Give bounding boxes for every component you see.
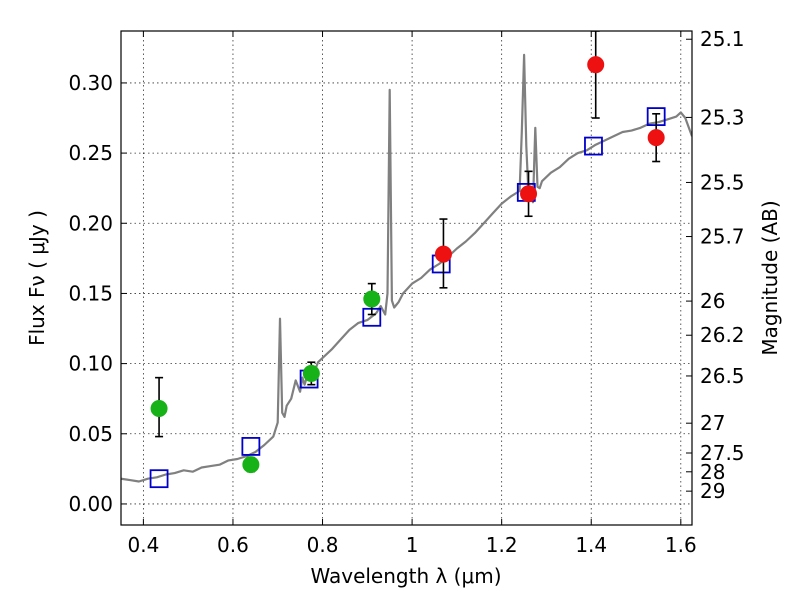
mag-tick-label: 25.5 [700, 170, 745, 194]
nir-observed-point [434, 245, 452, 263]
mag-tick-label: 26.2 [700, 323, 745, 347]
x-tick-label: 1.2 [486, 533, 518, 557]
y-tick-label: 0.15 [68, 281, 113, 305]
mag-tick-label: 26 [700, 289, 725, 313]
x-tick-label: 1.4 [575, 533, 607, 557]
y-tick-label: 0.30 [68, 71, 113, 95]
x-tick-label: 0.4 [127, 533, 159, 557]
mag-tick-label: 28 [700, 460, 725, 484]
x-tick-label: 0.8 [307, 533, 339, 557]
nir-observed-point [520, 185, 538, 203]
y-tick-label: 0.20 [68, 211, 113, 235]
mag-tick-label: 25.7 [700, 225, 745, 249]
plot-background [121, 31, 692, 525]
plot-body [121, 31, 692, 489]
nir-observed-point [647, 129, 665, 147]
model-photometry-point [149, 469, 169, 489]
x-tick-label: 1 [406, 533, 419, 557]
mag-tick-label: 29 [700, 479, 725, 503]
y-tick-label: 0.10 [68, 352, 113, 376]
model-photometry-point [584, 136, 603, 156]
optical-observed-point [363, 290, 381, 308]
mag-tick-label: 26.5 [700, 364, 745, 388]
mag-tick-label: 27 [700, 411, 725, 435]
mag-tick-label: 25.1 [700, 27, 745, 51]
optical-observed-point [242, 456, 260, 474]
optical-observed-point [150, 400, 168, 418]
nir-observed-point [587, 56, 605, 74]
x-axis-label: Wavelength λ (μm) [310, 564, 501, 588]
optical-observed-point [302, 364, 320, 382]
x-tick-label: 1.6 [665, 533, 697, 557]
y-tick-label: 0.00 [68, 492, 113, 516]
model-photometry-point [241, 437, 261, 456]
y-tick-label: 0.25 [68, 141, 113, 165]
axis-layer: 0.4 0.6 0.8 1 1.2 1.4 1.6 0.00 0.05 0.10 0.15 0.20 0… [68, 27, 744, 557]
mag-tick-label: 27.5 [700, 441, 745, 465]
mag-tick-label: 25.3 [700, 105, 745, 129]
y-axis-label: Flux Fν ( μJy ) [25, 210, 49, 346]
x-tick-label: 0.6 [217, 533, 249, 557]
y2-axis-label: Magnitude (AB) [758, 200, 782, 355]
y-tick-label: 0.05 [68, 422, 113, 446]
data-layer [121, 31, 692, 489]
plot-frame [120, 30, 693, 526]
